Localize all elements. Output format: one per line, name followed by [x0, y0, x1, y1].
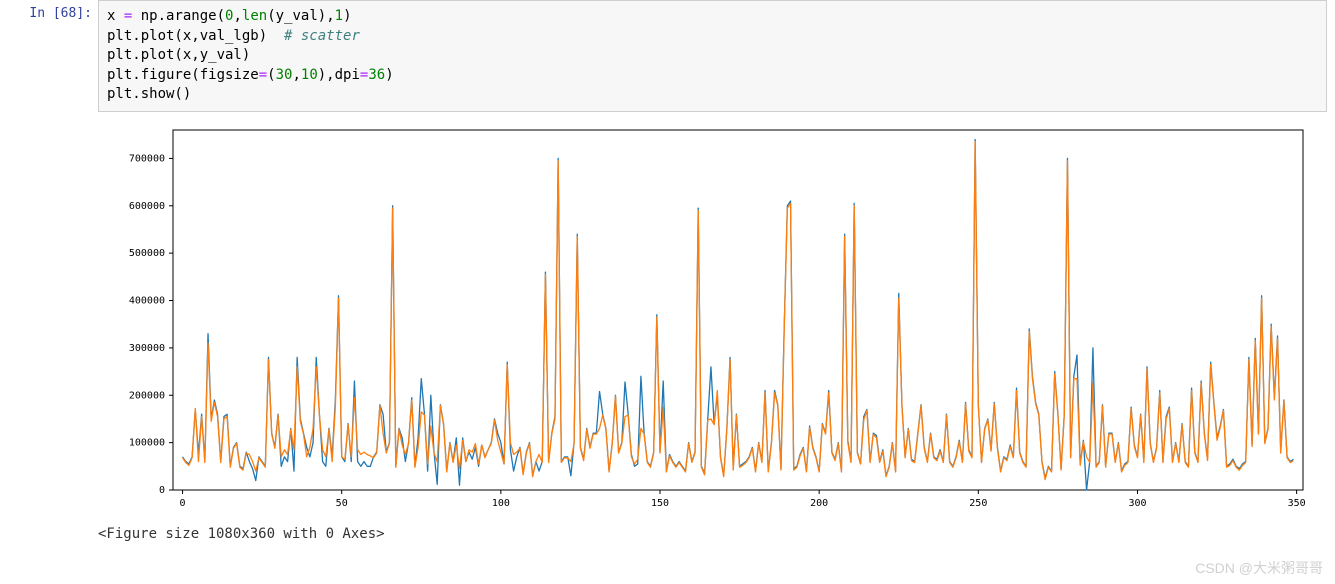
- code-text: x: [107, 8, 124, 24]
- svg-text:0: 0: [180, 498, 186, 509]
- svg-text:300000: 300000: [129, 343, 165, 354]
- svg-text:100000: 100000: [129, 438, 165, 449]
- svg-text:150: 150: [651, 498, 669, 509]
- code-text: plt.plot(x,val_lgb): [107, 28, 284, 44]
- code-text: ): [343, 8, 351, 24]
- prompt-num: [68]:: [53, 6, 92, 21]
- code-text: ): [385, 67, 393, 83]
- svg-text:0: 0: [159, 485, 165, 496]
- svg-text:600000: 600000: [129, 201, 165, 212]
- svg-text:200: 200: [810, 498, 828, 509]
- code-num: 36: [368, 67, 385, 83]
- input-prompt: In [68]:: [0, 0, 98, 21]
- svg-text:250: 250: [969, 498, 987, 509]
- code-text: (: [267, 67, 275, 83]
- code-comment: # scatter: [284, 28, 360, 44]
- svg-text:400000: 400000: [129, 295, 165, 306]
- code-text: (y_val),: [267, 8, 334, 24]
- code-num: 30: [276, 67, 293, 83]
- code-text: plt.figure(figsize: [107, 67, 259, 83]
- line-chart: 0 100000 200000 300000 400000 500000 600000 700…: [98, 120, 1318, 520]
- code-text: plt.plot(x,y_val): [107, 47, 250, 63]
- svg-text:700000: 700000: [129, 153, 165, 164]
- code-op: =: [259, 67, 267, 83]
- svg-text:50: 50: [336, 498, 348, 509]
- code-text: ),dpi: [318, 67, 360, 83]
- code-text: plt.show(): [107, 86, 191, 102]
- code-num: 10: [301, 67, 318, 83]
- svg-text:100: 100: [492, 498, 510, 509]
- code-text: np.arange(: [132, 8, 225, 24]
- code-num: 1: [335, 8, 343, 24]
- prompt-in: In: [29, 6, 45, 21]
- svg-text:500000: 500000: [129, 248, 165, 259]
- svg-text:200000: 200000: [129, 390, 165, 401]
- code-text: ,: [292, 67, 300, 83]
- svg-text:350: 350: [1288, 498, 1306, 509]
- svg-text:300: 300: [1128, 498, 1146, 509]
- code-text: ,: [233, 8, 241, 24]
- figure-size-text: <Figure size 1080x360 with 0 Axes>: [98, 526, 1335, 542]
- input-cell: In [68]: x = np.arange(0,len(y_val),1) p…: [0, 0, 1335, 112]
- watermark-text: CSDN @大米粥哥哥: [1195, 558, 1323, 578]
- code-builtin: len: [242, 8, 267, 24]
- output-area: 0 100000 200000 300000 400000 500000 600000 700…: [98, 120, 1335, 542]
- code-input[interactable]: x = np.arange(0,len(y_val),1) plt.plot(x…: [98, 0, 1327, 112]
